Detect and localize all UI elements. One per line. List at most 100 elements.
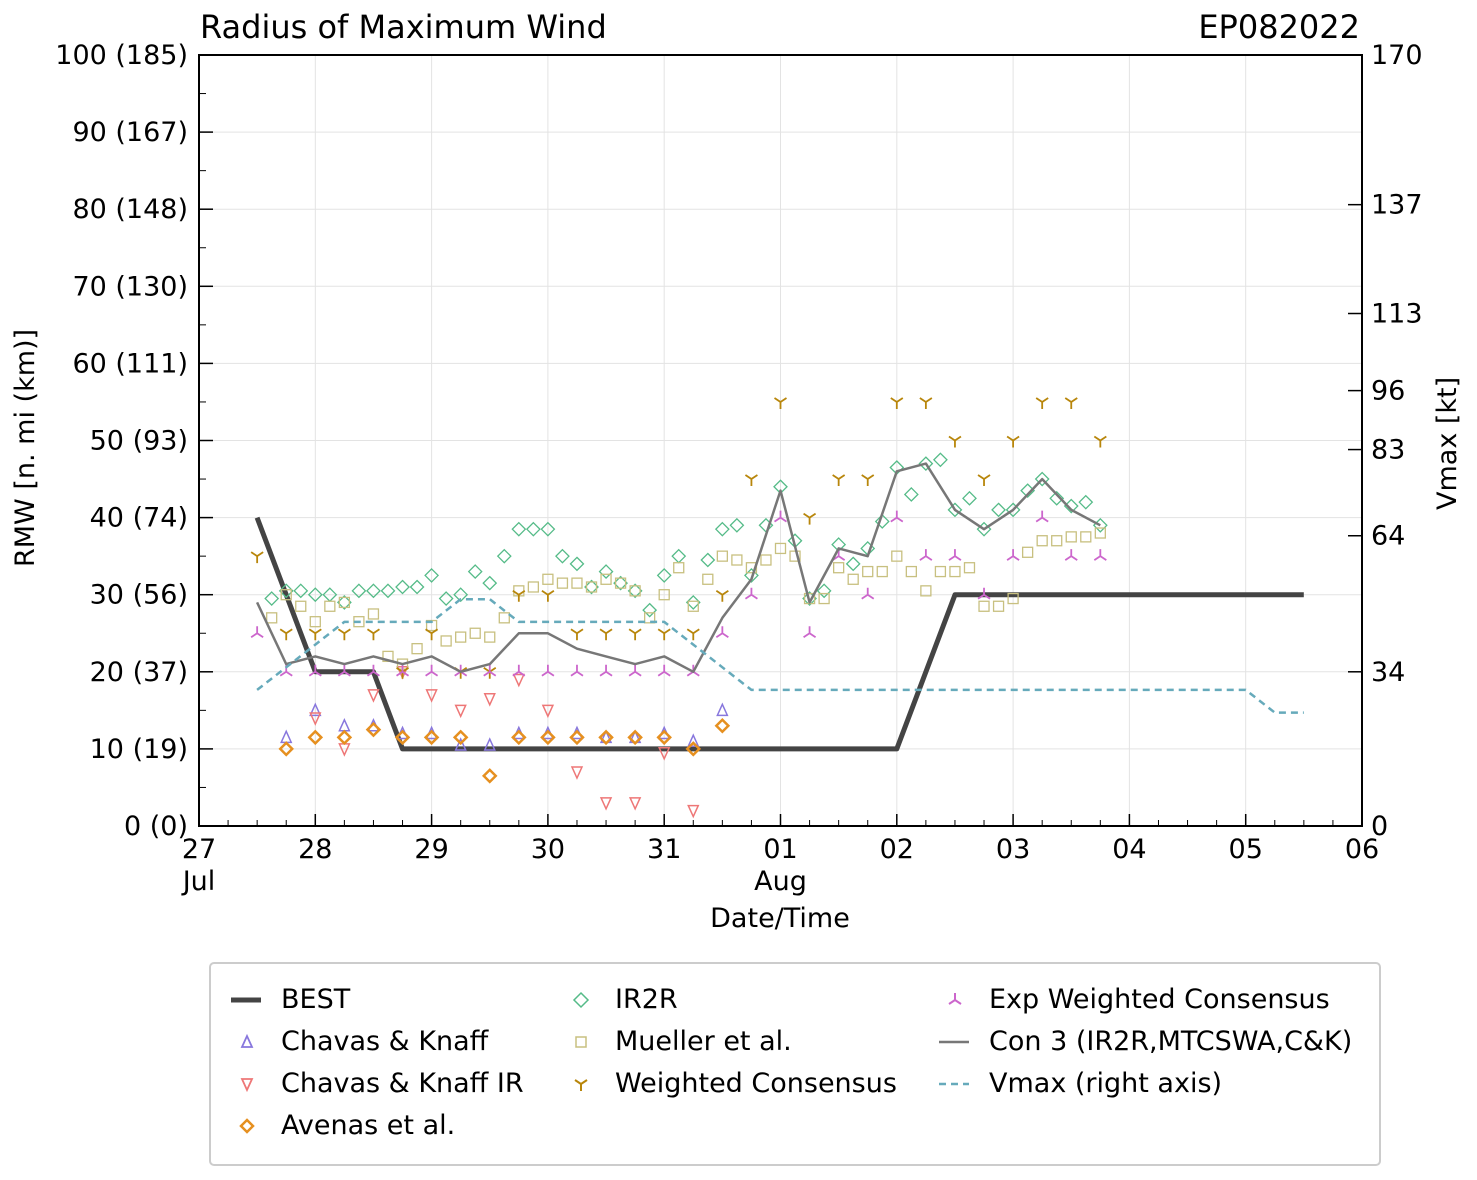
x-axis-label: Date/Time xyxy=(710,903,850,934)
point-marker xyxy=(731,554,743,566)
y-tick-label: 10 (19) xyxy=(90,734,188,765)
legend-line-con3 xyxy=(939,1040,969,1043)
legend-label: Weighted Consensus xyxy=(615,1068,897,1099)
point-marker xyxy=(541,704,555,719)
point-marker xyxy=(627,583,643,599)
point-marker xyxy=(556,577,569,589)
point-marker xyxy=(309,712,322,726)
point-marker xyxy=(280,729,293,744)
y-tick-label: 20 (37) xyxy=(90,657,188,688)
point-marker xyxy=(1035,397,1049,409)
point-marker xyxy=(685,741,702,757)
point-marker xyxy=(351,583,367,599)
point-marker xyxy=(1064,397,1078,409)
point-marker xyxy=(1006,549,1020,561)
y2-tick-label: 64 xyxy=(1371,521,1405,552)
point-marker xyxy=(1021,546,1034,558)
point-marker xyxy=(876,565,888,578)
point-marker xyxy=(932,452,948,468)
point-marker xyxy=(1051,535,1063,547)
point-marker xyxy=(628,797,642,811)
point-marker xyxy=(890,397,904,409)
point-marker xyxy=(716,702,729,717)
y-tick-label: 80 (148) xyxy=(72,194,188,225)
y2-tick-label: 0 xyxy=(1371,811,1388,842)
y2-tick-label: 113 xyxy=(1371,299,1423,330)
point-marker xyxy=(570,628,584,641)
legend-item-chavas-knaff: Chavas & Knaff xyxy=(231,1026,488,1057)
point-marker xyxy=(278,741,294,757)
point-marker xyxy=(1065,531,1077,543)
legend-label: Exp Weighted Consensus xyxy=(989,984,1330,1015)
point-marker xyxy=(540,729,556,746)
point-marker xyxy=(628,628,642,641)
point-marker xyxy=(644,612,656,624)
point-marker xyxy=(338,596,351,609)
y-tick-label: 40 (74) xyxy=(90,503,188,534)
point-marker xyxy=(541,664,555,677)
point-marker xyxy=(614,577,627,589)
point-marker xyxy=(744,474,758,487)
point-marker xyxy=(657,664,671,677)
y2-tick-label: 34 xyxy=(1371,657,1405,688)
point-marker xyxy=(861,587,875,600)
series-weighted-consensus xyxy=(250,397,1107,679)
x-tick-label: 05 xyxy=(1229,834,1263,865)
y2-tick-label: 96 xyxy=(1371,376,1405,407)
point-marker xyxy=(628,664,642,677)
point-marker xyxy=(1036,535,1048,547)
legend-label: Avenas et al. xyxy=(281,1110,456,1141)
point-marker xyxy=(847,573,859,585)
point-marker xyxy=(380,583,396,599)
point-marker xyxy=(818,592,830,605)
point-marker xyxy=(816,583,832,599)
point-marker xyxy=(687,804,700,819)
point-marker xyxy=(250,626,264,638)
storm-id: EP082022 xyxy=(1198,8,1360,46)
point-marker xyxy=(658,747,671,761)
point-marker xyxy=(308,628,322,641)
point-marker xyxy=(715,589,729,602)
point-marker xyxy=(395,579,410,595)
legend-item-con3: Con 3 (IR2R,MTCSWA,C&K) xyxy=(939,1026,1352,1057)
point-marker xyxy=(394,729,411,746)
series-con-3-ir2r-mtcswa-c-k- xyxy=(255,462,1101,674)
series-exp-weighted-consensus xyxy=(250,510,1107,677)
x-tick-label: 29 xyxy=(414,834,448,865)
legend-line-vmax xyxy=(939,1082,969,1085)
legend-label: BEST xyxy=(281,984,351,1015)
point-marker xyxy=(1093,435,1107,448)
point-marker xyxy=(483,664,497,677)
series-line xyxy=(256,597,1304,714)
point-marker xyxy=(918,456,934,472)
point-marker xyxy=(702,573,714,585)
point-marker xyxy=(571,577,583,589)
point-marker xyxy=(337,664,351,677)
point-marker xyxy=(1006,435,1020,448)
point-marker xyxy=(1034,471,1050,487)
point-marker xyxy=(774,542,787,555)
point-marker xyxy=(715,626,729,638)
point-marker xyxy=(570,664,584,677)
point-marker xyxy=(307,587,323,603)
legend-item-weighted-consensus: Weighted Consensus xyxy=(565,1068,897,1099)
point-marker xyxy=(454,737,467,751)
x-tick-label: 02 xyxy=(880,834,914,865)
point-marker xyxy=(962,490,977,506)
point-marker xyxy=(658,589,670,601)
point-marker xyxy=(309,702,322,717)
point-marker xyxy=(512,673,525,688)
point-marker xyxy=(293,583,309,599)
series-chavas-knaff-ir xyxy=(309,666,700,819)
point-marker xyxy=(862,565,874,578)
legend-item-chavas-knaff-ir: Chavas & Knaff IR xyxy=(231,1068,524,1099)
point-marker xyxy=(1007,592,1019,605)
legend-label: Chavas & Knaff xyxy=(281,1026,489,1057)
point-marker xyxy=(774,397,787,409)
point-marker xyxy=(1005,502,1021,518)
point-marker xyxy=(613,575,629,591)
point-marker xyxy=(729,517,745,533)
point-marker xyxy=(657,628,671,641)
point-marker xyxy=(365,721,382,738)
legend-line-best xyxy=(231,997,261,1002)
